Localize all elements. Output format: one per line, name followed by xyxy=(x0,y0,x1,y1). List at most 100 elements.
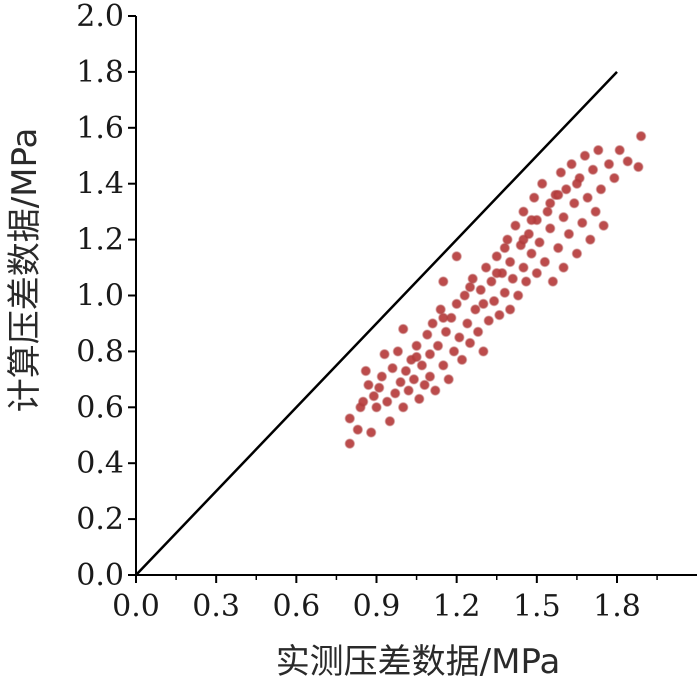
data-point xyxy=(499,287,511,299)
data-point xyxy=(582,192,594,204)
data-point xyxy=(461,317,473,329)
data-point xyxy=(485,276,497,288)
y-tick-label: 0.4 xyxy=(76,446,124,481)
data-point xyxy=(552,242,564,254)
data-point xyxy=(451,298,463,310)
y-tick-label: 1.6 xyxy=(76,111,124,146)
data-point xyxy=(352,424,364,436)
data-point xyxy=(528,192,540,204)
data-point xyxy=(531,267,543,279)
data-point xyxy=(424,348,436,360)
x-tick-label: 0.9 xyxy=(353,589,401,624)
data-point xyxy=(416,359,428,371)
data-point xyxy=(544,222,556,234)
x-tick-label: 1.8 xyxy=(593,589,641,624)
data-point xyxy=(459,290,471,301)
data-point xyxy=(384,415,396,427)
data-point xyxy=(371,401,382,413)
data-point xyxy=(539,256,551,268)
y-tick-label: 0.8 xyxy=(76,334,124,369)
data-point xyxy=(408,373,420,385)
data-point xyxy=(373,382,385,394)
data-point xyxy=(400,365,412,377)
data-point xyxy=(395,376,407,388)
data-point xyxy=(568,197,580,209)
data-point xyxy=(614,144,626,156)
data-point xyxy=(437,276,449,288)
x-tick-label: 0.6 xyxy=(272,589,320,624)
y-axis-title: 计算压差数据/MPa xyxy=(5,128,45,413)
data-point xyxy=(360,365,372,377)
data-point xyxy=(603,158,615,170)
data-point xyxy=(566,158,578,170)
data-point xyxy=(499,242,511,254)
x-ticks: 0.0 0.3 0.6 0.9 1.2 1.5 1.8 xyxy=(112,575,658,624)
y-tick-label: 1.2 xyxy=(76,223,124,258)
y-tick-label: 1.8 xyxy=(76,55,124,90)
data-point xyxy=(397,401,409,413)
data-point xyxy=(379,348,391,360)
data-point xyxy=(368,390,380,402)
data-point xyxy=(608,172,620,184)
data-point xyxy=(534,236,546,248)
data-point xyxy=(632,161,644,173)
data-point xyxy=(451,250,463,262)
data-point xyxy=(413,393,425,405)
data-point xyxy=(520,276,532,288)
data-point xyxy=(443,373,455,385)
data-point xyxy=(483,315,495,327)
data-point xyxy=(555,167,567,179)
y-tick-label: 0.0 xyxy=(76,558,124,593)
data-point xyxy=(491,250,503,262)
data-point xyxy=(397,323,409,335)
reference-line xyxy=(135,71,618,576)
data-point xyxy=(424,371,436,383)
y-ticks: 0.0 0.2 0.4 0.6 0.8 1.0 1.2 1.4 1.6 1.8 2.0 xyxy=(76,0,136,593)
data-point xyxy=(536,178,548,190)
data-point xyxy=(590,206,602,218)
y-tick-label: 2.0 xyxy=(76,0,124,34)
data-point xyxy=(595,183,607,195)
data-point xyxy=(389,387,401,399)
data-point xyxy=(362,379,374,391)
data-point xyxy=(517,206,529,218)
data-point xyxy=(571,248,583,260)
x-tick-label: 1.5 xyxy=(513,589,561,624)
data-point xyxy=(464,281,476,293)
data-point xyxy=(547,276,559,288)
y-tick-label: 1.0 xyxy=(76,279,124,314)
data-point xyxy=(427,317,439,329)
y-tick-label: 0.2 xyxy=(76,502,124,537)
data-point xyxy=(517,234,529,246)
data-point xyxy=(504,303,516,315)
data-point xyxy=(507,273,519,285)
data-point xyxy=(472,326,484,338)
data-point xyxy=(411,340,423,352)
data-point xyxy=(509,220,521,232)
x-tick-label: 0.3 xyxy=(192,589,240,624)
data-point xyxy=(488,295,500,307)
data-point xyxy=(587,164,599,176)
data-point xyxy=(635,130,647,142)
data-points xyxy=(344,130,647,450)
data-point xyxy=(598,220,610,232)
data-point xyxy=(429,385,441,397)
data-point xyxy=(421,329,433,341)
data-point xyxy=(622,155,634,167)
axes xyxy=(135,16,697,576)
data-point xyxy=(445,312,457,324)
reference-line-group xyxy=(135,71,618,576)
data-point xyxy=(411,351,423,363)
data-point xyxy=(517,262,529,274)
data-point xyxy=(464,337,476,349)
data-point xyxy=(387,362,399,374)
data-point xyxy=(344,412,356,424)
data-point xyxy=(357,396,369,408)
data-point xyxy=(584,234,596,246)
data-point xyxy=(501,234,513,246)
data-point xyxy=(381,396,393,408)
x-tick-label: 1.2 xyxy=(433,589,481,624)
data-point xyxy=(512,290,524,301)
data-point xyxy=(493,309,505,321)
data-point xyxy=(558,211,570,223)
